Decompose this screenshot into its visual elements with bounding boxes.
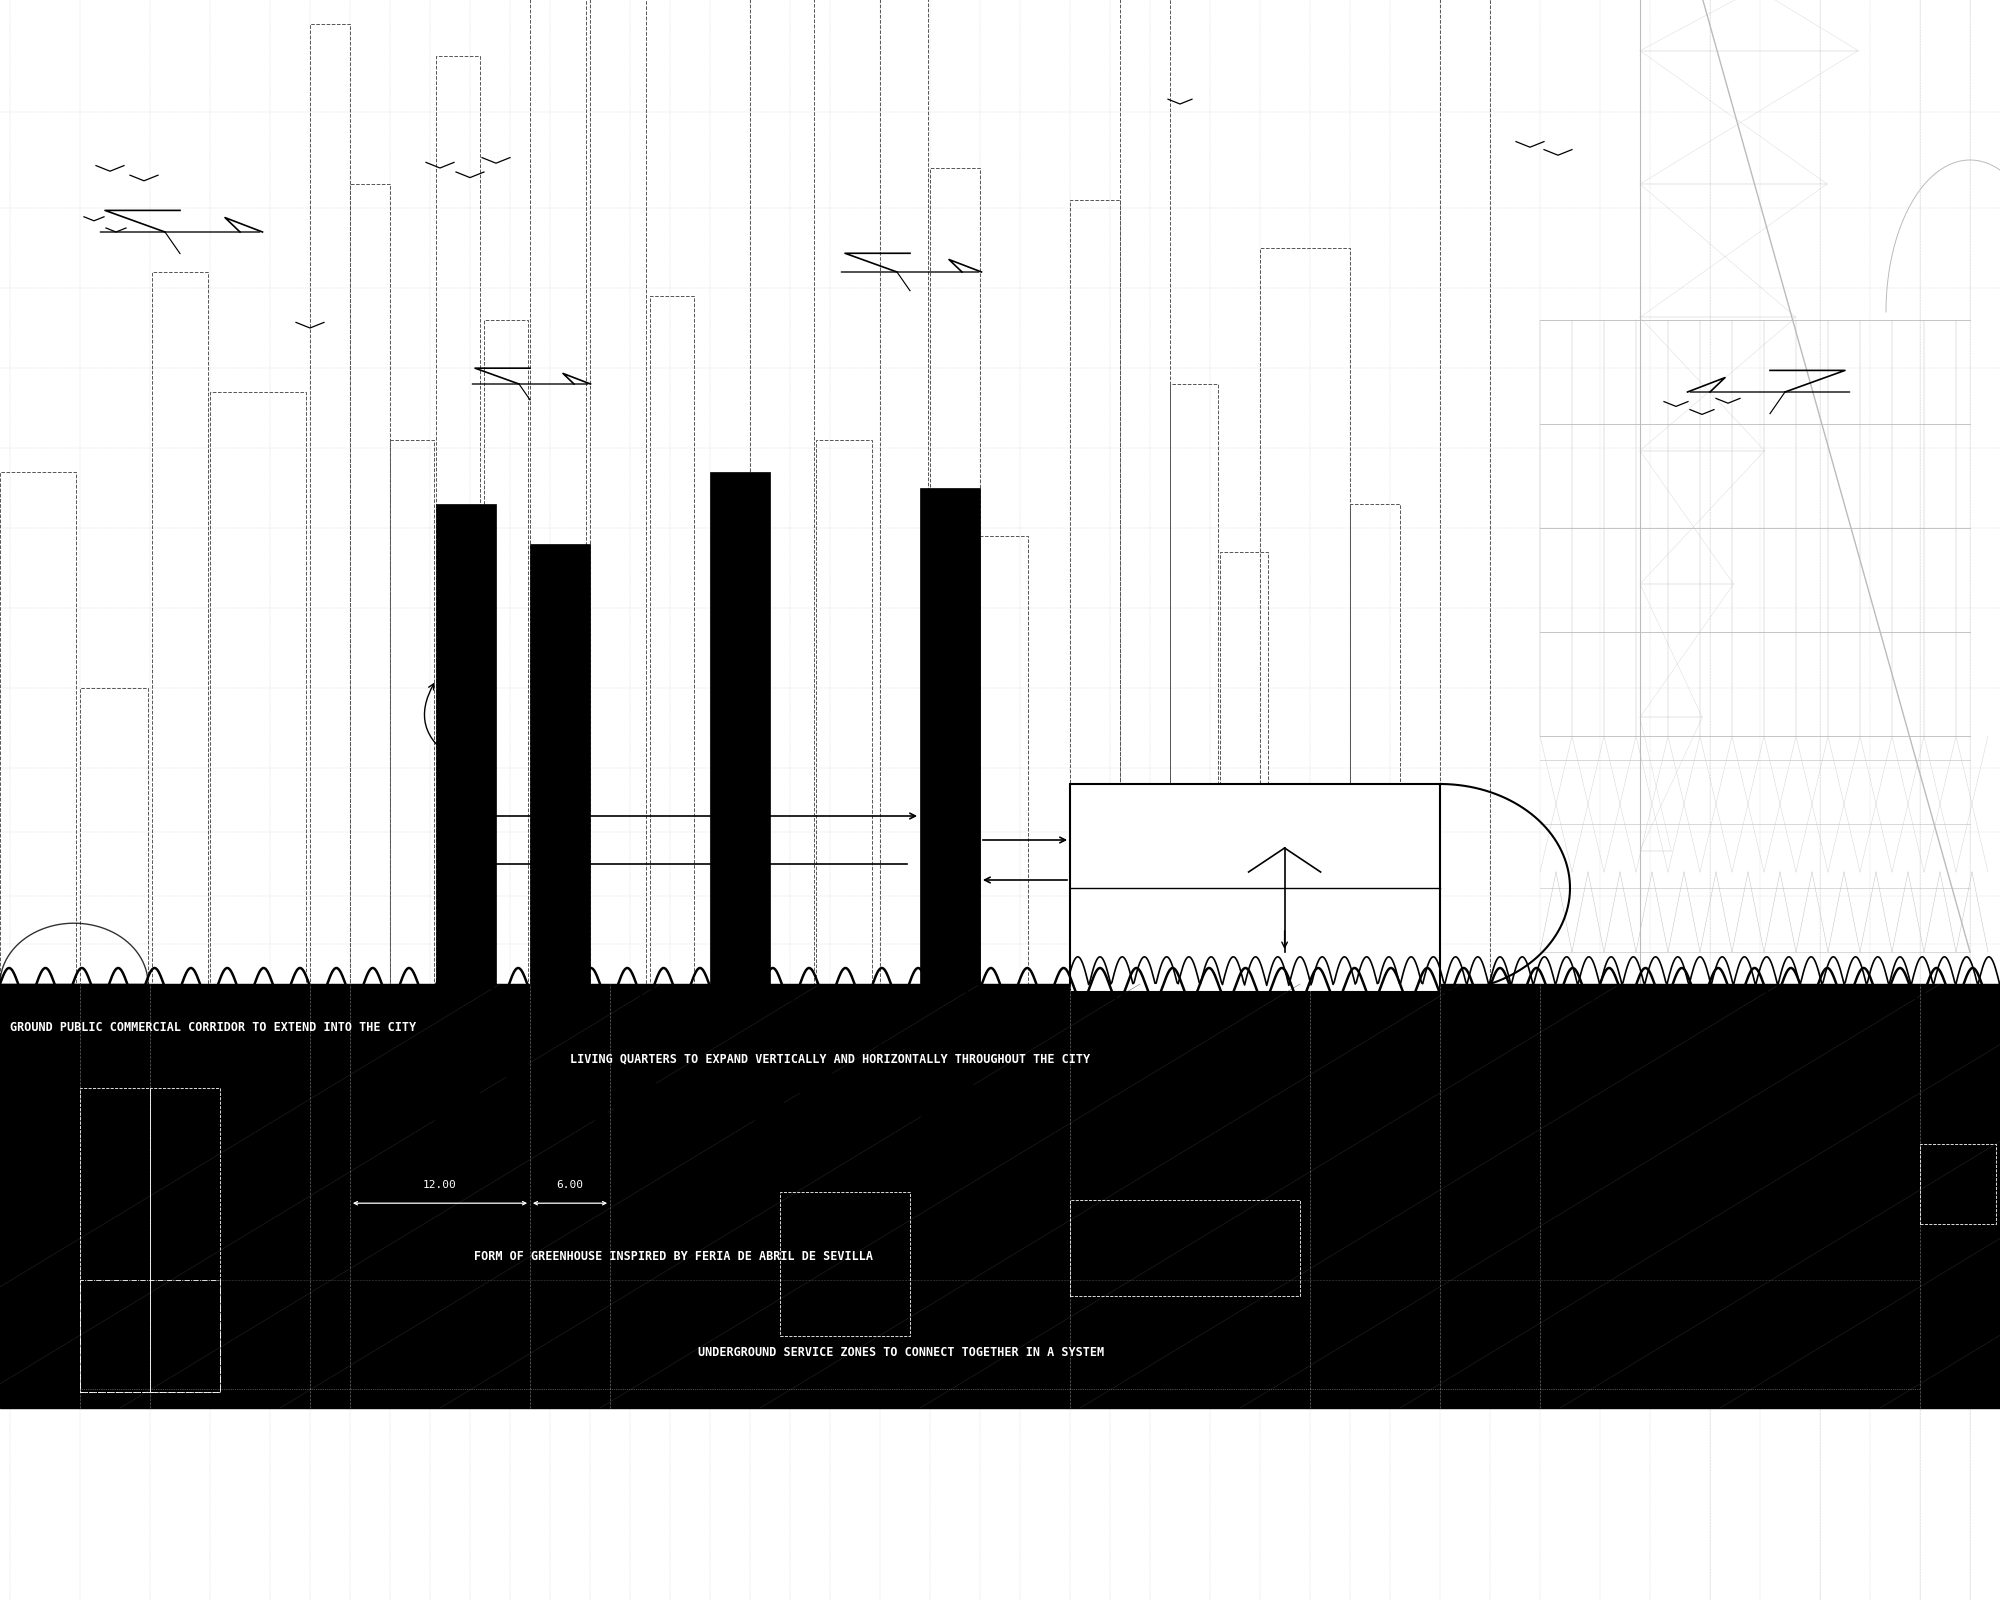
Bar [590,0,646,984]
Bar [436,56,480,984]
Bar [436,504,496,984]
Text: UNDERGROUND SERVICE ZONES TO CONNECT TOGETHER IN A SYSTEM: UNDERGROUND SERVICE ZONES TO CONNECT TOG… [698,1346,1104,1358]
Bar [710,472,770,984]
Bar [1350,504,1400,984]
Text: FORM OF GREENHOUSE INSPIRED BY FERIA DE ABRIL DE SEVILLA: FORM OF GREENHOUSE INSPIRED BY FERIA DE … [474,1250,872,1262]
Polygon shape [430,1043,490,1120]
Bar [1120,0,1170,984]
Text: LIVING QUARTERS TO EXPAND VERTICALLY AND HORIZONTALLY THROUGHOUT THE CITY: LIVING QUARTERS TO EXPAND VERTICALLY AND… [570,1053,1090,1066]
Bar [1440,0,1490,984]
Bar [80,1280,220,1392]
Bar [930,168,980,984]
Polygon shape [670,1043,730,1120]
Bar [420,984,1000,1120]
Bar [530,544,590,984]
Polygon shape [610,1043,670,1120]
Bar [210,392,306,984]
Bar [80,1088,150,1392]
Bar [350,184,390,984]
Bar [1070,1200,1300,1296]
Polygon shape [790,1043,850,1120]
Bar [1170,384,1218,984]
Bar [750,0,814,984]
Text: 12.00: 12.00 [424,1181,456,1190]
Bar [150,1088,220,1392]
Text: 6.00: 6.00 [556,1181,584,1190]
Bar [484,320,528,984]
Bar [80,688,148,984]
Bar [0,984,2000,1408]
Polygon shape [850,1043,910,1120]
Polygon shape [490,1043,550,1120]
Bar [390,440,434,984]
Polygon shape [550,1043,610,1120]
Polygon shape [730,1043,790,1120]
Bar [310,24,350,984]
Bar [0,472,76,984]
Text: GROUND PUBLIC COMMERCIAL CORRIDOR TO EXTEND INTO THE CITY: GROUND PUBLIC COMMERCIAL CORRIDOR TO EXT… [10,1021,416,1034]
Polygon shape [920,1043,990,1120]
Bar [816,440,872,984]
Bar [530,0,586,984]
Bar [1070,200,1120,984]
Bar [152,272,208,984]
Bar [920,488,980,984]
Bar [780,1192,910,1336]
Bar [980,536,1028,984]
Bar [650,296,694,984]
Bar [1070,784,1440,992]
Bar [1920,1144,1996,1224]
Bar [1260,248,1350,984]
Bar [880,0,928,984]
Bar [1220,552,1268,984]
